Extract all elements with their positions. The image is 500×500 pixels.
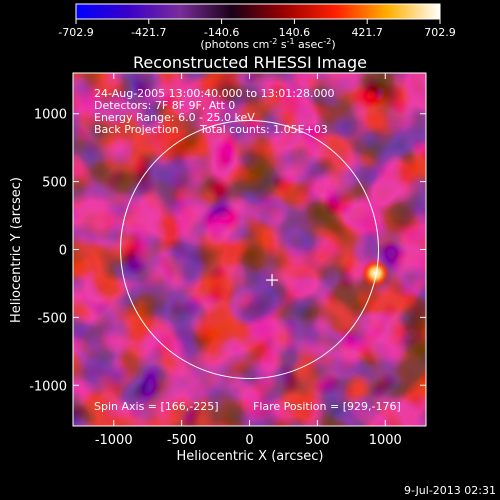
x-tick-label: 0 bbox=[245, 433, 253, 448]
y-tick-label: 500 bbox=[42, 176, 67, 191]
colorbar-tick-label: 140.6 bbox=[279, 26, 311, 39]
colorbar-gradient bbox=[75, 3, 441, 20]
y-tick-label: -500 bbox=[37, 311, 67, 326]
y-axis-label: Heliocentric Y (arcsec) bbox=[9, 177, 24, 323]
footer-date: 9-Jul-2013 02:31 bbox=[404, 484, 496, 497]
colorbar-tick-label: -702.9 bbox=[58, 26, 93, 39]
colorbar-ticks: -702.9 -421.7 -140.6 140.6 421.7 702.9 bbox=[58, 19, 456, 39]
x-tick-label: 500 bbox=[305, 433, 330, 448]
x-tick-label: 1000 bbox=[369, 433, 402, 448]
method: Back Projection bbox=[94, 123, 179, 136]
energy-range: Energy Range: 6.0 - 25.0 keV bbox=[94, 111, 255, 124]
x-axis-label: Heliocentric X (arcsec) bbox=[177, 449, 324, 464]
flare-source bbox=[361, 259, 390, 288]
y-axis: -1000 -500 0 500 1000 bbox=[29, 108, 426, 394]
y-tick-label: 1000 bbox=[34, 108, 67, 123]
detectors: Detectors: 7F 8F 9F, Att 0 bbox=[94, 99, 235, 112]
x-tick-label: -500 bbox=[167, 433, 197, 448]
colorbar-tick-label: -140.6 bbox=[204, 26, 239, 39]
spin-axis-label: Spin Axis = [166,-225] bbox=[94, 400, 219, 413]
colorbar-tick-label: -421.7 bbox=[131, 26, 166, 39]
time-range: 24-Aug-2005 13:00:40.000 to 13:01:28.000 bbox=[94, 87, 335, 100]
total-counts: Total counts: 1.05E+03 bbox=[199, 123, 328, 136]
annotations: 24-Aug-2005 13:00:40.000 to 13:01:28.000… bbox=[94, 87, 401, 413]
flare-position-label: Flare Position = [929,-176] bbox=[253, 400, 401, 413]
solar-limb bbox=[120, 120, 379, 379]
plot-area: -1000 -500 0 500 1000 -1000 -500 0 500 1000 bbox=[29, 72, 427, 448]
colorbar-tick-label: 421.7 bbox=[351, 26, 383, 39]
chart-title: Reconstructed RHESSI Image bbox=[133, 53, 367, 72]
heatmap-image bbox=[73, 73, 426, 426]
colorbar-tick-label: 702.9 bbox=[424, 26, 456, 39]
x-tick-label: -1000 bbox=[95, 433, 133, 448]
colorbar: -702.9 -421.7 -140.6 140.6 421.7 702.9 (photo… bbox=[58, 3, 456, 51]
spin-axis-marker bbox=[266, 274, 279, 287]
x-axis: -1000 -500 0 500 1000 bbox=[95, 73, 402, 448]
colorbar-units: (photons cm-2 s-1 asec-2) bbox=[200, 37, 335, 51]
y-tick-label: -1000 bbox=[29, 379, 67, 394]
y-tick-label: 0 bbox=[59, 244, 67, 259]
